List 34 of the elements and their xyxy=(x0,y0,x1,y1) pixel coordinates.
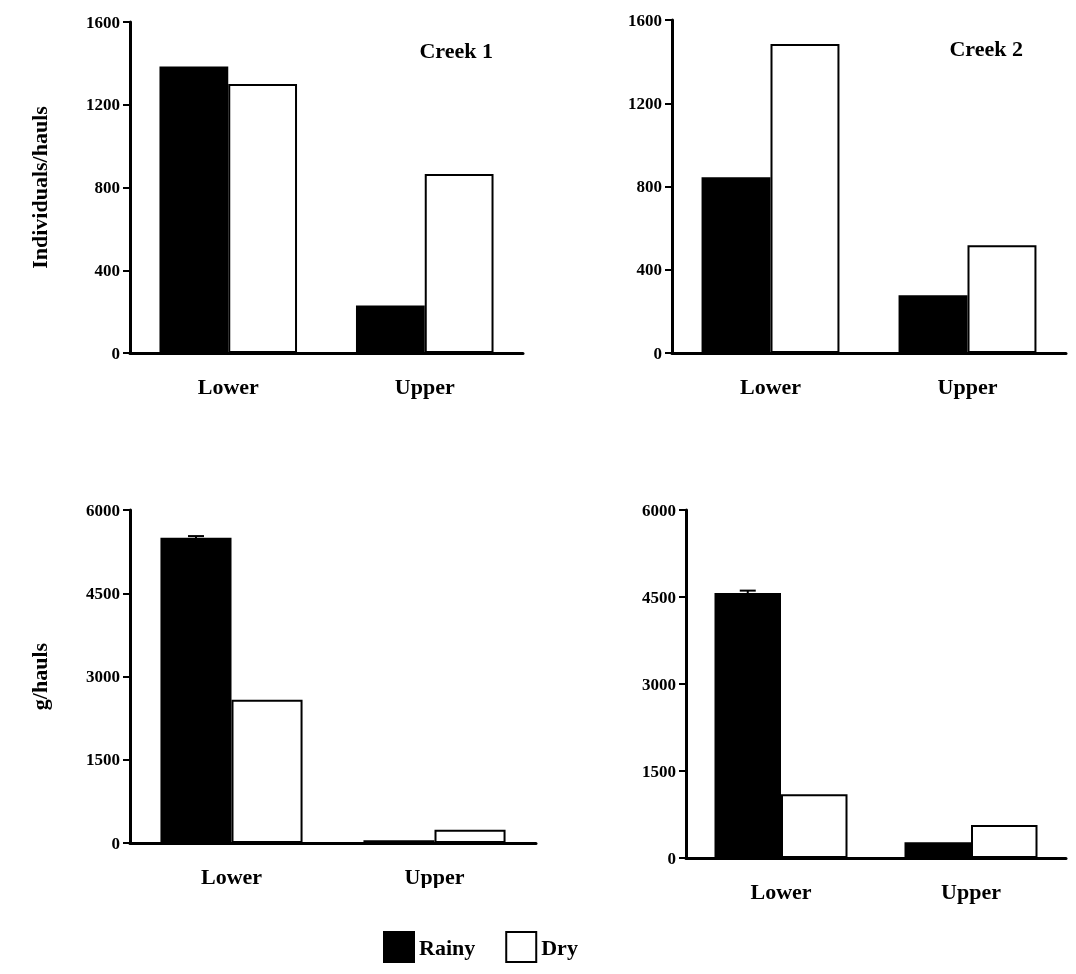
text: Creek 2 xyxy=(949,35,1024,61)
x-tick-label: Lower xyxy=(739,373,802,399)
x-tick-label: Lower xyxy=(200,863,263,889)
y-tick-label: 1200 xyxy=(628,93,662,113)
x-tick-label: Lower xyxy=(750,878,812,904)
y-tick-label: 0 xyxy=(111,833,120,853)
y-tick-label: 800 xyxy=(636,177,662,196)
y-tick-label: 400 xyxy=(94,260,120,280)
y-tick-label: 4500 xyxy=(86,583,120,603)
y-tick-label: 800 xyxy=(94,178,120,197)
y-tick-label: 3000 xyxy=(86,667,120,686)
y-axis-title: Individuals/hauls xyxy=(26,105,52,269)
y-tick-label: 1600 xyxy=(86,12,120,32)
text: Creek 1 xyxy=(419,37,494,63)
x-tick-label: Lower xyxy=(197,373,260,399)
y-tick-label: 1600 xyxy=(628,10,662,30)
y-axis-title: g/hauls xyxy=(26,642,52,711)
y-tick-label: 0 xyxy=(111,343,120,363)
x-tick-label: Upper xyxy=(394,373,455,399)
y-tick-label: 6000 xyxy=(642,500,676,520)
y-tick-label: 400 xyxy=(636,260,662,280)
x-tick-label: Upper xyxy=(937,373,998,399)
y-tick-label: 3000 xyxy=(642,674,676,694)
y-tick-label: 4500 xyxy=(642,587,676,607)
y-tick-label: 6000 xyxy=(86,500,120,520)
y-tick-label: 1500 xyxy=(642,761,676,781)
y-tick-label: 0 xyxy=(653,343,662,363)
y-tick-label: 0 xyxy=(667,848,676,868)
y-tick-label: 1500 xyxy=(86,750,120,770)
legend-label: Dry xyxy=(541,934,578,960)
legend-label: Rainy xyxy=(419,934,476,960)
x-tick-label: Upper xyxy=(941,878,1002,904)
x-tick-label: Upper xyxy=(404,863,465,889)
y-tick-label: 1200 xyxy=(86,95,120,115)
